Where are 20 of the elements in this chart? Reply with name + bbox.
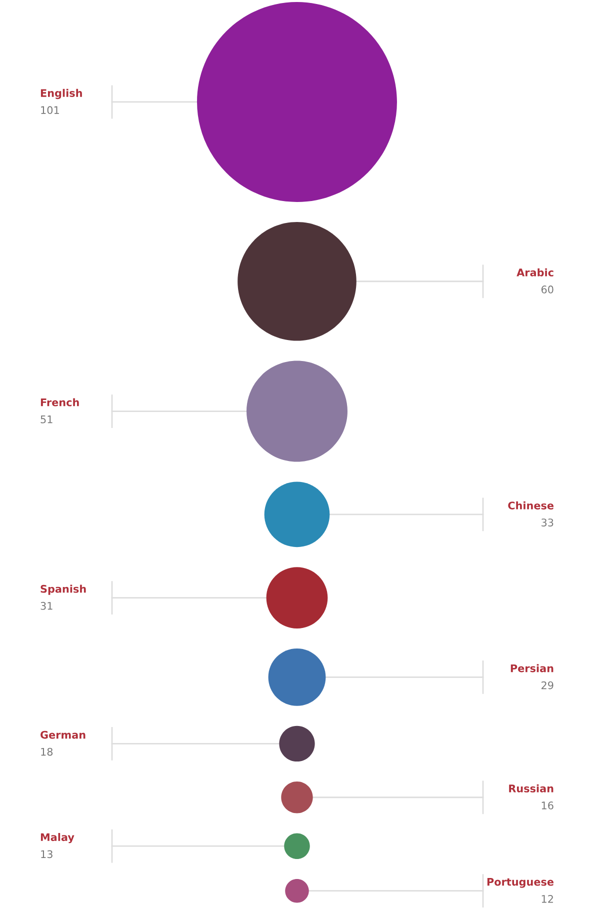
data-label: 16 — [542, 802, 554, 810]
category-label: Chinese — [508, 501, 554, 510]
category-label: Persian — [510, 664, 554, 672]
category-label: Arabic — [516, 268, 554, 276]
category-label: English — [40, 88, 82, 100]
category-label: Spanish — [40, 584, 86, 595]
data-label: 60 — [541, 286, 554, 294]
category-label: Portuguese — [487, 878, 554, 888]
data-label: 33 — [542, 518, 554, 526]
category-label: German — [40, 730, 86, 739]
data-label: 101 — [41, 106, 59, 114]
data-label: 13 — [41, 850, 52, 858]
data-label: 51 — [40, 416, 52, 424]
category-label: French — [40, 398, 79, 406]
data-label: 31 — [40, 602, 52, 610]
category-label: Russian — [509, 784, 554, 792]
data-label: 29 — [542, 681, 554, 690]
data-label: 12 — [542, 894, 553, 903]
category-label: Malay — [40, 833, 74, 844]
data-label: 18 — [41, 748, 53, 756]
